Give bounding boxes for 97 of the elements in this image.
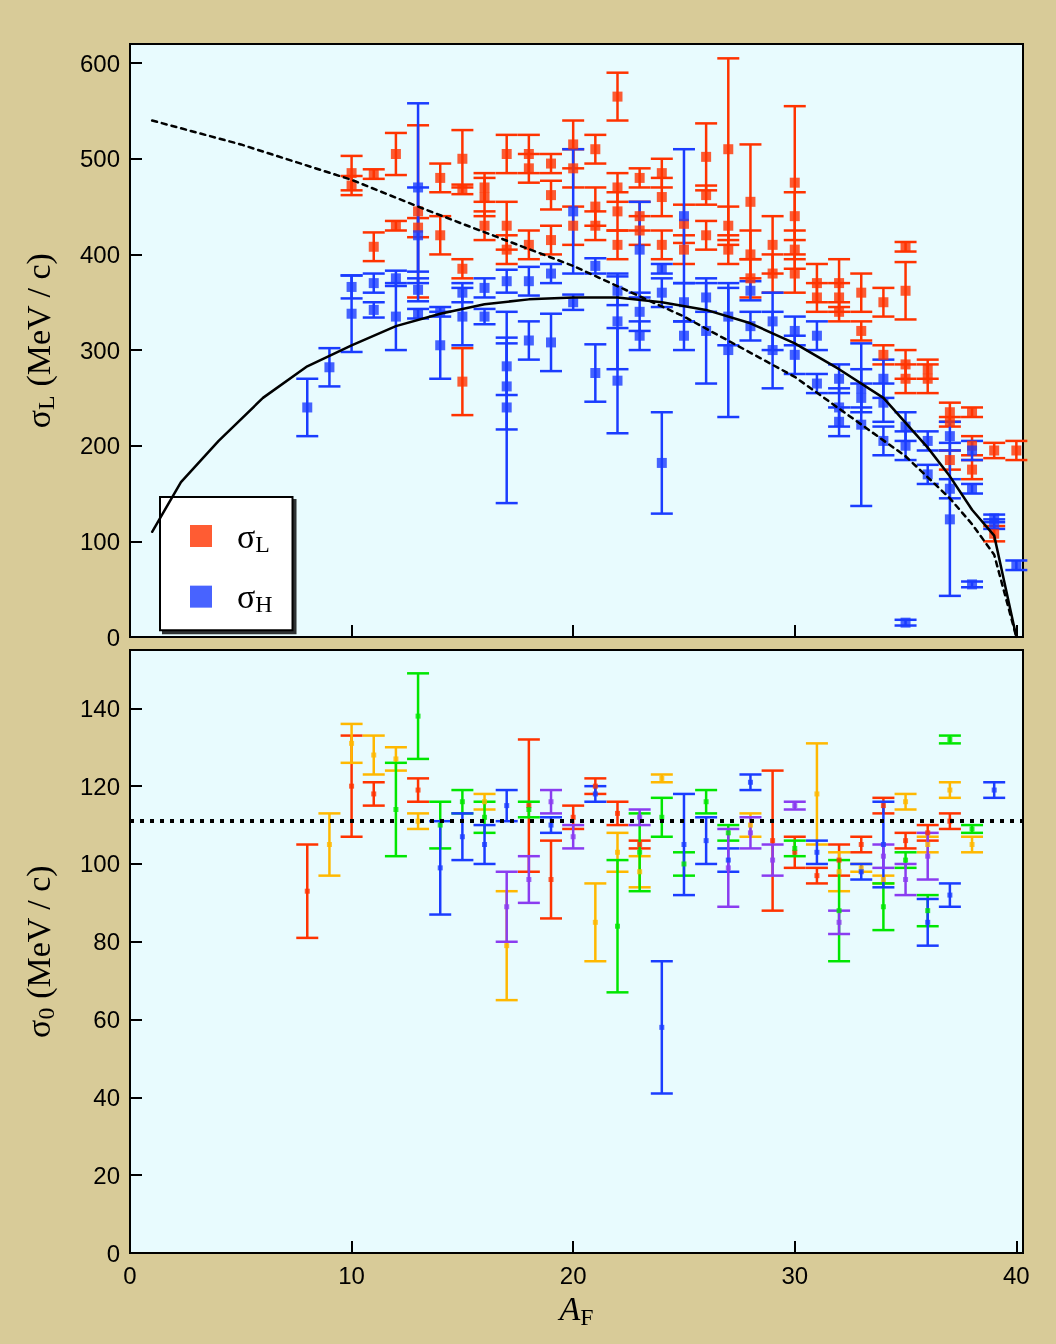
point bbox=[371, 752, 377, 758]
y-tick-label: 100 bbox=[79, 527, 120, 555]
point bbox=[880, 853, 886, 859]
point bbox=[548, 799, 554, 805]
y-tick-label: 500 bbox=[79, 145, 120, 173]
y-axis-title: σL (MeV / c) bbox=[19, 253, 59, 429]
point bbox=[814, 849, 820, 855]
point bbox=[703, 838, 709, 844]
point bbox=[770, 838, 776, 844]
point bbox=[947, 787, 953, 793]
point bbox=[304, 888, 310, 894]
point bbox=[482, 842, 488, 848]
point bbox=[836, 919, 842, 925]
x-tick-label: 20 bbox=[559, 1261, 587, 1289]
point bbox=[637, 849, 643, 855]
point bbox=[459, 799, 465, 805]
point bbox=[770, 857, 776, 863]
point bbox=[925, 853, 931, 859]
point bbox=[858, 842, 864, 848]
point bbox=[725, 830, 731, 836]
point bbox=[836, 857, 842, 863]
x-tick-label: 0 bbox=[123, 1261, 137, 1289]
point bbox=[659, 1024, 665, 1030]
point bbox=[925, 908, 931, 914]
y-tick-label: 140 bbox=[79, 694, 120, 722]
point bbox=[836, 908, 842, 914]
point bbox=[592, 783, 598, 789]
point bbox=[925, 842, 931, 848]
point bbox=[526, 807, 532, 812]
y-tick-label: 0 bbox=[106, 623, 120, 651]
x-tick-label: 30 bbox=[781, 1261, 809, 1289]
point bbox=[437, 822, 443, 828]
point bbox=[903, 857, 909, 863]
point bbox=[371, 791, 377, 797]
point bbox=[747, 830, 753, 836]
point bbox=[880, 904, 886, 910]
point bbox=[393, 756, 399, 762]
y-tick-label: 40 bbox=[93, 1083, 120, 1111]
point bbox=[526, 877, 532, 883]
point bbox=[969, 842, 975, 848]
point bbox=[925, 830, 931, 836]
point bbox=[482, 799, 488, 805]
point bbox=[814, 791, 820, 797]
point bbox=[349, 783, 355, 789]
point bbox=[482, 814, 488, 820]
point bbox=[925, 919, 931, 925]
y-tick-label: 200 bbox=[79, 432, 120, 460]
point bbox=[349, 740, 355, 746]
point bbox=[903, 838, 909, 844]
point bbox=[614, 849, 620, 855]
point bbox=[614, 810, 620, 816]
point bbox=[681, 842, 687, 848]
point bbox=[880, 842, 886, 848]
y-tick-label: 80 bbox=[93, 928, 120, 956]
point bbox=[792, 845, 798, 851]
point bbox=[504, 904, 510, 910]
point bbox=[991, 787, 997, 793]
point bbox=[725, 857, 731, 863]
point bbox=[504, 943, 510, 949]
point bbox=[592, 791, 598, 797]
point bbox=[747, 779, 753, 785]
point bbox=[393, 807, 399, 812]
point bbox=[947, 892, 953, 898]
y-tick-label: 60 bbox=[93, 1006, 120, 1034]
point bbox=[814, 873, 820, 879]
point bbox=[548, 877, 554, 883]
y-tick-label: 300 bbox=[79, 336, 120, 364]
point bbox=[637, 869, 643, 875]
x-tick-label: 40 bbox=[1003, 1261, 1030, 1289]
point bbox=[703, 799, 709, 805]
point bbox=[504, 803, 510, 809]
point bbox=[415, 787, 421, 793]
point bbox=[548, 822, 554, 828]
point bbox=[836, 869, 842, 875]
y-axis-title: σ0 (MeV / c) bbox=[19, 865, 59, 1038]
y-tick-label: 100 bbox=[79, 850, 120, 878]
point bbox=[459, 834, 465, 840]
y-tick-label: 400 bbox=[79, 240, 120, 268]
point bbox=[592, 919, 598, 925]
y-tick-label: 0 bbox=[106, 1239, 120, 1267]
point bbox=[681, 861, 687, 867]
point bbox=[614, 923, 620, 929]
point bbox=[415, 713, 421, 719]
point bbox=[903, 799, 909, 805]
point bbox=[725, 865, 731, 871]
point bbox=[903, 877, 909, 883]
point bbox=[326, 842, 332, 848]
y-tick-label: 120 bbox=[79, 772, 120, 800]
point bbox=[880, 803, 886, 809]
y-tick-label: 20 bbox=[93, 1161, 120, 1189]
y-tick-label: 600 bbox=[79, 49, 120, 77]
point bbox=[747, 822, 753, 828]
x-tick-label: 10 bbox=[338, 1261, 365, 1289]
point bbox=[437, 865, 443, 871]
point bbox=[858, 869, 864, 875]
point bbox=[570, 834, 576, 840]
point bbox=[637, 814, 643, 820]
